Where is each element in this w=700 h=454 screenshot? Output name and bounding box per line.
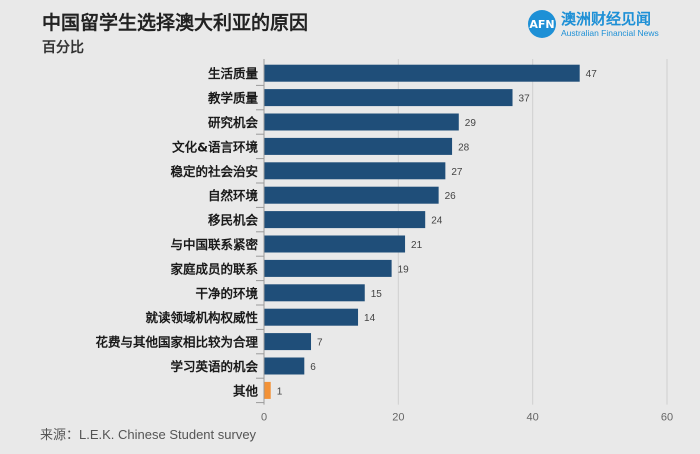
data-label: 29 bbox=[465, 118, 477, 129]
category-label: 学习英语的机会 bbox=[170, 359, 258, 374]
data-label: 19 bbox=[398, 264, 410, 275]
category-label: 生活质量 bbox=[208, 66, 259, 81]
bar bbox=[264, 64, 580, 82]
data-label: 27 bbox=[451, 167, 463, 178]
data-label: 47 bbox=[586, 69, 598, 80]
bar bbox=[264, 235, 406, 253]
logo-name-en: Australian Financial News bbox=[561, 28, 659, 38]
category-label: 研究机会 bbox=[208, 115, 259, 130]
logo-name-cn: 澳洲财经见闻 bbox=[561, 10, 652, 28]
data-label: 14 bbox=[364, 313, 376, 324]
data-label: 24 bbox=[431, 216, 443, 227]
bar bbox=[264, 357, 305, 375]
bar bbox=[264, 284, 365, 302]
x-tick-label: 20 bbox=[392, 412, 404, 424]
category-label: 移民机会 bbox=[208, 213, 259, 228]
data-label: 28 bbox=[458, 142, 470, 153]
data-label: 15 bbox=[371, 289, 383, 300]
category-label: 教学质量 bbox=[207, 91, 259, 106]
bar bbox=[264, 186, 439, 204]
category-label: 花费与其他国家相比较为合理 bbox=[95, 335, 258, 350]
bar bbox=[264, 113, 459, 131]
bar bbox=[264, 259, 392, 277]
bar bbox=[264, 308, 359, 326]
bar bbox=[264, 333, 312, 351]
x-tick-label: 40 bbox=[527, 412, 539, 424]
bar bbox=[264, 211, 426, 229]
x-tick-label: 0 bbox=[261, 412, 267, 424]
data-label: 1 bbox=[277, 386, 283, 397]
data-label: 26 bbox=[445, 191, 457, 202]
data-label: 6 bbox=[310, 362, 316, 373]
category-label: 文化&语言环境 bbox=[172, 139, 258, 154]
category-label: 自然环境 bbox=[208, 188, 259, 203]
data-label: 37 bbox=[519, 94, 531, 105]
bar bbox=[264, 137, 453, 155]
category-label: 其他 bbox=[233, 383, 259, 398]
afn-logo-badge-icon: AFN bbox=[528, 10, 556, 38]
x-tick-label: 60 bbox=[661, 412, 673, 424]
data-label: 7 bbox=[317, 338, 323, 349]
category-label: 就读领域机构权威性 bbox=[145, 310, 258, 325]
category-label: 家庭成员的联系 bbox=[170, 261, 258, 276]
category-label: 干净的环境 bbox=[195, 286, 258, 301]
source-note: 来源：L.E.K. Chinese Student survey bbox=[40, 427, 257, 442]
category-label: 稳定的社会治安 bbox=[170, 164, 258, 179]
data-label: 21 bbox=[411, 240, 423, 251]
bar bbox=[264, 162, 446, 180]
category-label: 与中国联系紧密 bbox=[170, 237, 258, 252]
chart-title: 中国留学生选择澳大利亚的原因 bbox=[42, 12, 309, 34]
bar bbox=[264, 89, 513, 107]
chart-subtitle: 百分比 bbox=[42, 40, 84, 56]
bar bbox=[264, 381, 271, 399]
